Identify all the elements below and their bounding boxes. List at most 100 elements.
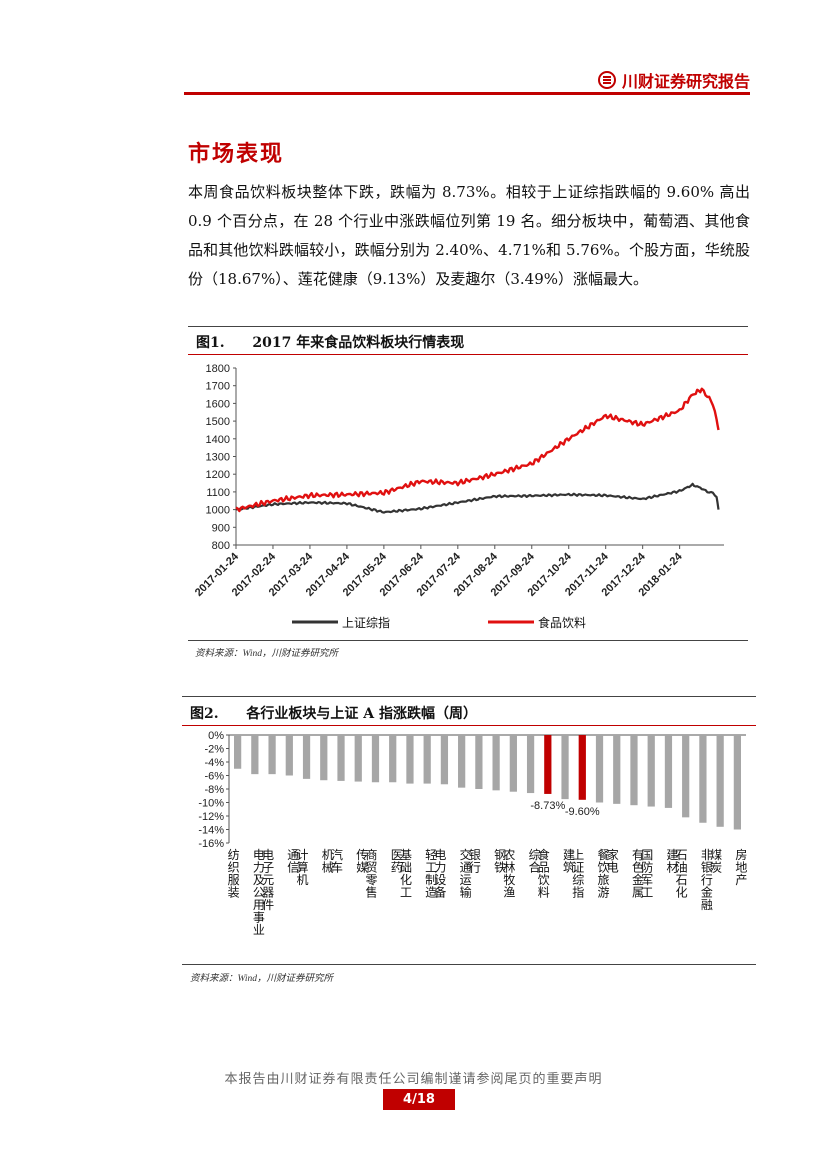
x-category-label: 食品饮料 — [538, 847, 550, 900]
legend-label: 上证综指 — [342, 615, 390, 630]
bar-29 — [733, 735, 742, 830]
bar-26 — [682, 735, 690, 818]
fig1-title-rule — [188, 354, 748, 355]
x-category-label: 银行 — [469, 848, 481, 875]
fig1-bottom-rule — [188, 640, 748, 641]
x-category-label: 石油石化 — [676, 848, 688, 900]
bar-6 — [337, 735, 345, 781]
bar-8 — [371, 735, 380, 783]
section-paragraph: 本周食品饮料板块整体下跌，跌幅为 8.73%。相较于上证综指跌幅的 9.60% … — [188, 183, 750, 288]
x-category-label: 电力及公用事业 — [253, 848, 265, 937]
x-category-label: 非银行金融 — [701, 848, 713, 912]
y-tick-label: 900 — [212, 522, 230, 534]
x-category-label: 商贸零售 — [365, 847, 377, 900]
legend-label: 食品饮料 — [538, 615, 586, 630]
y-tick-label: 1100 — [206, 487, 230, 499]
y-tick-label: -14% — [198, 825, 224, 837]
bar-21 — [595, 735, 604, 803]
bar-19 — [561, 735, 569, 800]
bar-25 — [664, 735, 673, 808]
page-header: 川财证券研究报告 — [184, 64, 750, 94]
x-category-label: 建材 — [666, 848, 678, 875]
x-category-label: 房地产 — [735, 847, 747, 887]
bar-9 — [389, 735, 397, 783]
food-beverage-line — [235, 387, 720, 513]
y-tick-label: -16% — [198, 838, 224, 850]
y-tick-label: -6% — [204, 771, 224, 783]
fig2-caption: 图2. 各行业板块与上证 A 指涨跌幅（周） — [190, 703, 477, 723]
y-tick-label: 1500 — [206, 416, 230, 428]
bar-23 — [630, 735, 638, 806]
fig2-source: 资料来源：Wind，川财证券研究所 — [190, 974, 334, 984]
bar-14 — [475, 735, 483, 789]
y-tick-label: 1800 — [206, 363, 230, 375]
bar-17 — [526, 735, 535, 794]
y-tick-label: -8% — [204, 784, 224, 796]
bar-2 — [268, 735, 276, 775]
bar-27 — [699, 735, 707, 823]
line-chart: 800 900 1000 1100 1200 1300 1400 1500 1600 1700 18… — [193, 363, 724, 630]
x-category-label: 基础化工 — [400, 848, 412, 900]
y-tick-label: -2% — [204, 744, 224, 756]
header-rule — [184, 92, 750, 95]
x-category-label: 有色金属 — [632, 848, 644, 900]
bar-20 — [578, 735, 586, 800]
y-tick-label: 1300 — [206, 452, 230, 464]
bar-28 — [716, 735, 724, 827]
x-category-label: 电子元器件 — [262, 848, 274, 912]
brand: 川财证券研究报告 — [597, 68, 750, 92]
bar-18 — [544, 735, 552, 794]
bar-22 — [613, 735, 621, 804]
fig1-source: 资料来源：Wind，川财证券研究所 — [195, 649, 339, 659]
x-category-label: 国防军工 — [641, 848, 653, 900]
fig2-bottom-rule — [182, 964, 756, 965]
page-number: 4/18 — [383, 1089, 455, 1110]
fig2-title: 各行业板块与上证 A 指涨跌幅（周） — [246, 706, 477, 722]
bar-12 — [440, 735, 449, 785]
bar-data-label: -8.73% — [530, 800, 565, 812]
x-category-label: 农林牧渔 — [503, 848, 515, 900]
brand-logo-icon — [597, 71, 616, 89]
y-tick-label: -10% — [198, 798, 224, 810]
y-tick-label: 1000 — [206, 505, 230, 517]
fig2-top-rule — [182, 696, 756, 697]
x-category-label: 家电 — [607, 847, 619, 875]
bar-data-label: -9.60% — [565, 806, 600, 818]
bar-13 — [458, 735, 466, 788]
bar-7 — [354, 735, 362, 782]
bar-10 — [406, 735, 414, 784]
section-title: 市场表现 — [188, 141, 285, 167]
fig1-title: 2017 年来食品饮料板块行情表现 — [252, 335, 465, 351]
bar-chart: 0% -2%-4% -6%-8% -10%-12% -14%-16% 纺织服装 电力及公用事… — [198, 730, 747, 937]
x-category-label: 计算机 — [297, 848, 309, 887]
x-category-label: 电力设备 — [434, 848, 446, 900]
y-tick-label: -4% — [204, 757, 224, 769]
y-tick-label: 1600 — [206, 398, 230, 410]
brand-name: 川财证券研究报告 — [621, 72, 750, 91]
footer-disclaimer: 本报告由川财证券有限责任公司编制谨请参阅尾页的重要声明 — [224, 1072, 603, 1087]
y-tick-label: 1200 — [206, 469, 230, 481]
y-tick-label: 0% — [208, 730, 224, 742]
bar-15 — [492, 735, 500, 791]
x-category-label: 通信 — [287, 848, 299, 875]
bar-16 — [509, 735, 517, 792]
x-category-label: 上证综指 — [572, 848, 584, 900]
x-category-label: 汽车 — [331, 847, 343, 875]
bar-3 — [285, 735, 293, 776]
x-category-label: 医药 — [391, 848, 403, 875]
x-category-label: 建筑 — [563, 848, 575, 875]
y-tick-label: 1700 — [206, 381, 230, 393]
y-tick-label: 1400 — [206, 434, 230, 446]
fig1-top-rule — [188, 326, 748, 327]
fig2-label: 图2. — [190, 706, 219, 722]
sh-composite-line — [235, 482, 720, 514]
x-category-label: 传媒 — [356, 847, 368, 875]
x-category-label: 轻工制造 — [425, 848, 437, 900]
bar-5 — [320, 735, 328, 781]
x-category-label: 机械 — [322, 848, 334, 875]
fig2-title-rule — [182, 725, 756, 726]
y-tick-label: -12% — [198, 811, 224, 823]
x-category-label: 交通运输 — [460, 847, 472, 900]
x-category-label: 钢铁 — [494, 848, 506, 875]
bar-24 — [647, 735, 655, 807]
